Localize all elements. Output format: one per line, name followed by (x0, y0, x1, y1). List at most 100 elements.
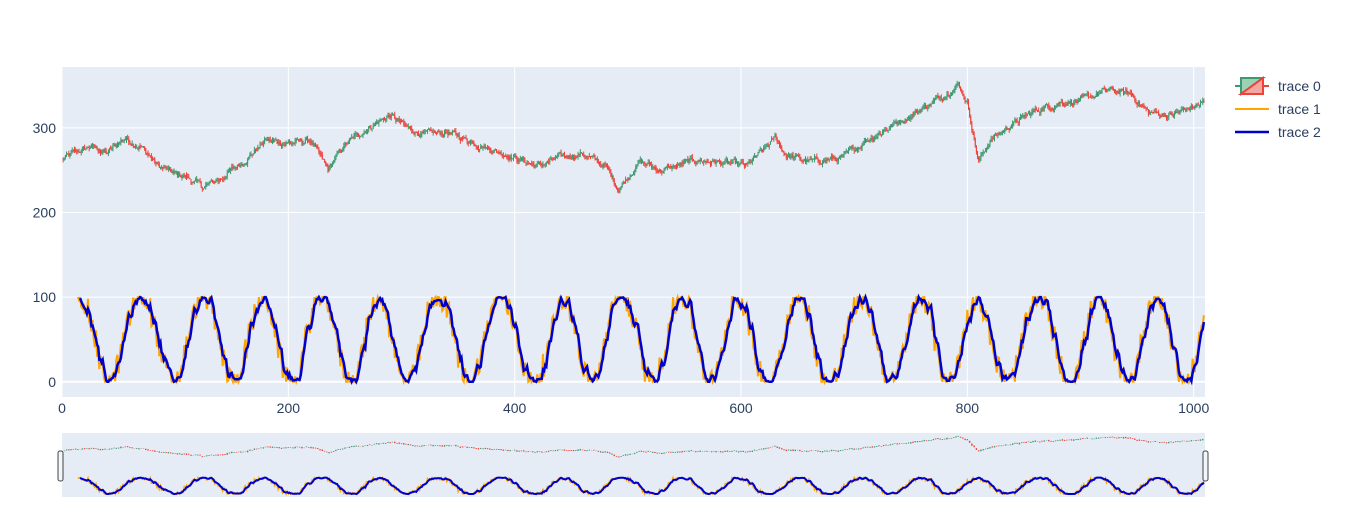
rangeslider-handle-left[interactable] (57, 450, 64, 482)
candle-body (522, 157, 524, 160)
candle-body (827, 159, 829, 161)
candle-body (1041, 110, 1043, 112)
candle-body (1061, 102, 1063, 104)
rangeslider-background[interactable] (62, 433, 1205, 497)
candle-body (183, 175, 185, 178)
candle-body (930, 103, 932, 106)
candle-body (690, 157, 692, 159)
candle-body (259, 143, 261, 148)
candle-body (836, 159, 838, 162)
candle-body (958, 82, 960, 87)
candle-body (525, 162, 527, 164)
candle-body (784, 152, 786, 155)
candle-body (97, 149, 99, 152)
line-series-trace-2[interactable] (78, 293, 1206, 386)
candle-body (1159, 114, 1161, 117)
legend-item-trace-1[interactable]: trace 1 (1235, 101, 1321, 117)
candle-body (728, 161, 730, 163)
candle-body (159, 167, 161, 169)
candle-body (627, 177, 629, 181)
candle-body (317, 146, 319, 149)
candle-body (691, 157, 693, 160)
candle-body (546, 161, 549, 163)
candle-body (210, 180, 212, 182)
candle-body (236, 165, 238, 169)
candle-body (500, 151, 502, 155)
candle-body (234, 167, 236, 169)
candle-body (850, 147, 852, 149)
candlestick-series-trace-0[interactable] (62, 80, 1205, 194)
candle-body (385, 118, 387, 121)
candle-body (225, 176, 227, 179)
candle-body (608, 168, 610, 170)
candle-body (329, 164, 331, 167)
candle-body (1066, 104, 1068, 106)
candle-body (158, 164, 160, 168)
candle-body (628, 177, 630, 179)
candle-body (480, 146, 482, 150)
candle-body (515, 155, 517, 158)
candle-body (1086, 93, 1088, 95)
candle-body (754, 155, 756, 157)
candle-body (704, 160, 706, 162)
legend-item-trace-2[interactable]: trace 2 (1235, 124, 1321, 140)
candle-body (484, 145, 486, 149)
data-layer[interactable] (62, 80, 1206, 386)
legend-item-trace-0[interactable]: trace 0 (1235, 76, 1321, 96)
candle-body (1029, 112, 1031, 116)
candle-body (1068, 102, 1070, 104)
candle-body (1083, 94, 1085, 96)
candle-body (62, 159, 64, 161)
candle-body (389, 115, 391, 118)
candle-body (1074, 100, 1076, 103)
candle-body (112, 145, 114, 149)
candle-body (751, 159, 753, 163)
candle-body (434, 132, 436, 134)
rangeslider-handle-right[interactable] (1202, 450, 1209, 482)
candle-body (886, 130, 888, 132)
candle-body (755, 155, 757, 157)
candle-body (653, 166, 655, 168)
candle-body (180, 176, 182, 178)
slider-line-trace-2 (79, 476, 1205, 496)
candle-body (338, 149, 340, 153)
candle-body (1181, 109, 1183, 111)
candle-body (818, 160, 820, 163)
candle-body (400, 120, 403, 123)
candle-body (730, 162, 732, 164)
candle-body (887, 130, 889, 132)
candle-body (308, 141, 310, 143)
candle-body (1107, 89, 1109, 91)
candle-body (1044, 104, 1046, 108)
candle-body (621, 183, 623, 188)
candle-body (81, 147, 83, 151)
candle-body (416, 132, 418, 134)
candle-body (659, 169, 661, 172)
candle-body (561, 155, 563, 157)
candle-body (442, 134, 444, 136)
candle-body (647, 162, 649, 164)
candle-body (337, 152, 339, 154)
candle-body (164, 167, 166, 169)
candle-body (1065, 104, 1067, 106)
candle-body (256, 150, 258, 152)
candle-body (664, 167, 666, 170)
candle-body (775, 135, 777, 140)
candle-body (239, 165, 241, 167)
candle-body (394, 114, 396, 118)
candle-body (780, 144, 782, 147)
candle-body (860, 147, 862, 149)
candle-body (433, 131, 435, 133)
candle-body (937, 96, 939, 98)
candle-body (175, 172, 177, 174)
candle-body (232, 166, 234, 169)
candle-body (967, 101, 969, 109)
candle-body (470, 142, 472, 144)
candle-body (1186, 108, 1188, 112)
candle-body (1039, 111, 1041, 114)
candle-body (354, 134, 356, 137)
candle-body (823, 161, 825, 163)
x-tick-label: 0 (58, 400, 66, 416)
candle-body (122, 140, 124, 142)
candle-body (523, 157, 525, 161)
